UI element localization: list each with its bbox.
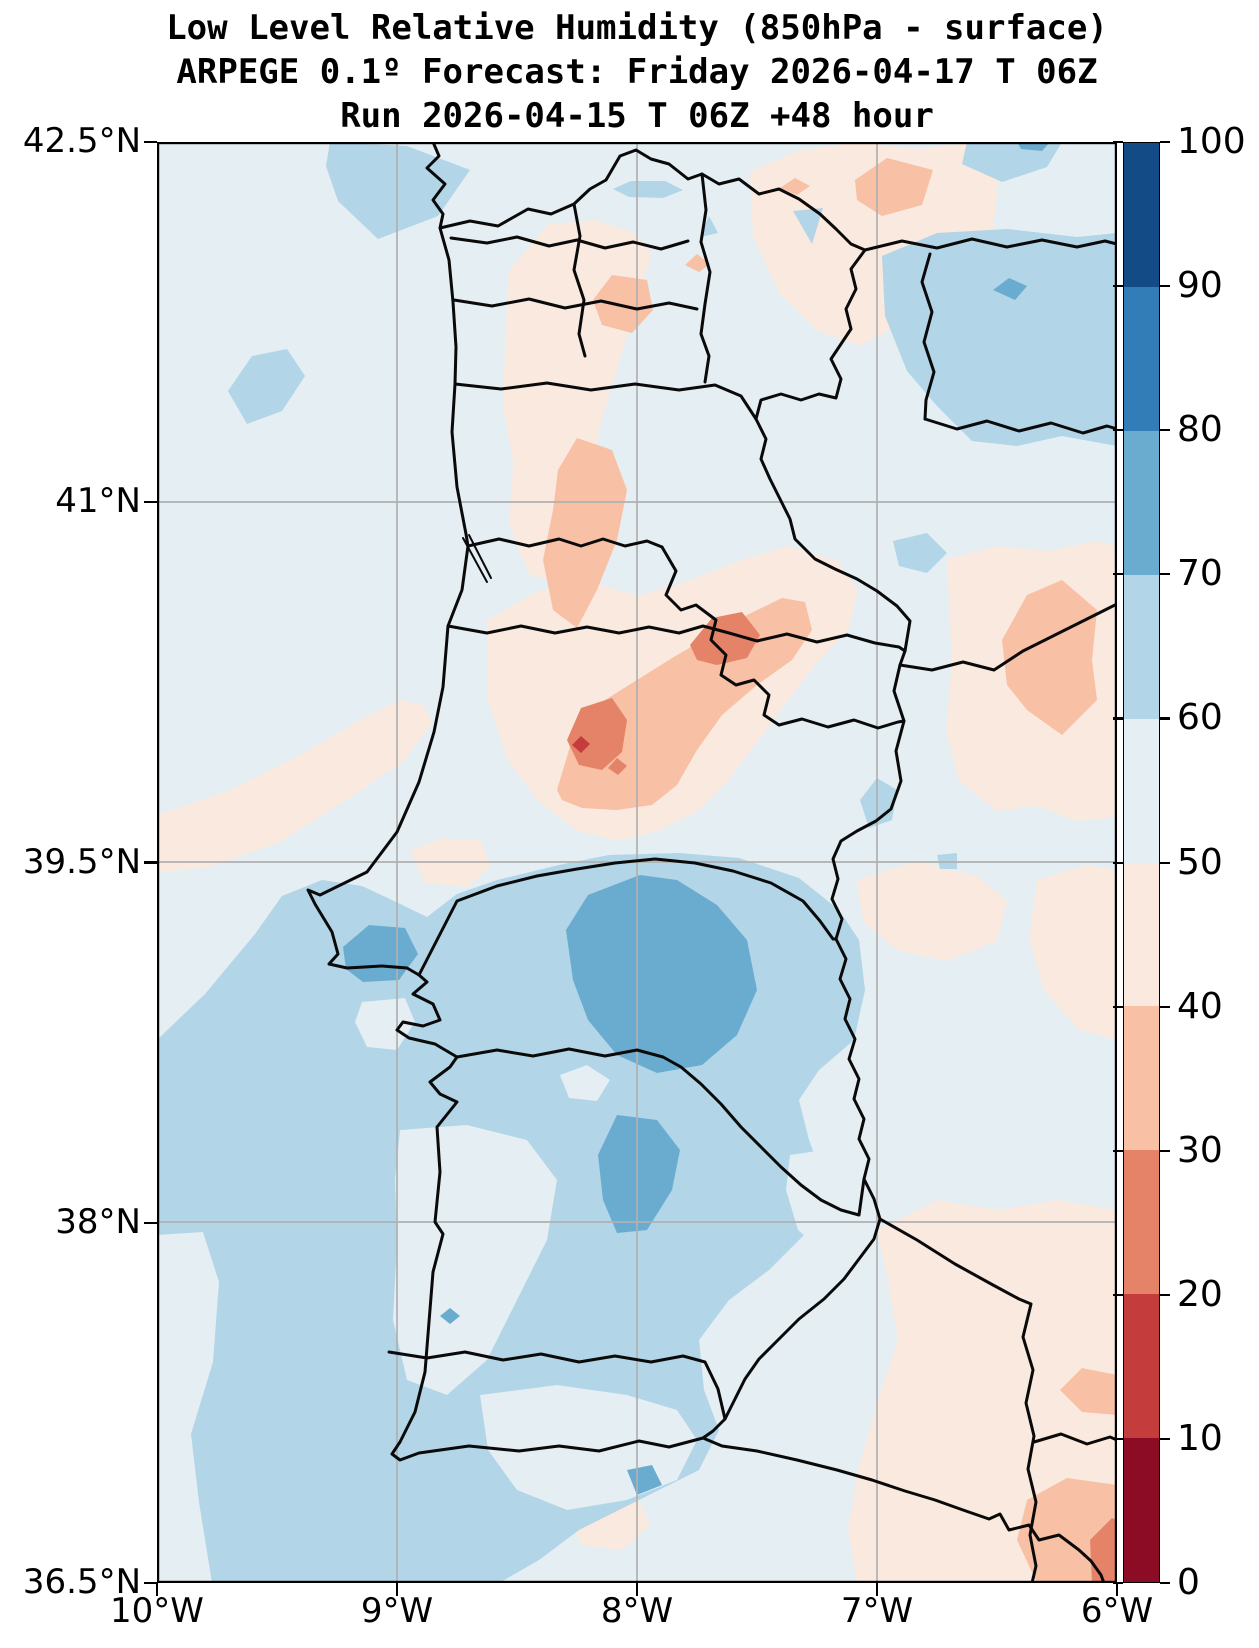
district-borders-north <box>449 172 758 549</box>
colorbar-tick <box>1113 573 1123 576</box>
colorbar-segment <box>1124 718 1159 863</box>
colorbar-tick-label: 10 <box>1177 1417 1223 1459</box>
axis-tick <box>155 1583 159 1596</box>
colorbar-tick <box>1160 285 1170 288</box>
lat-tick-label: 42.5°N <box>22 121 141 161</box>
colorbar-tick <box>1113 1293 1123 1296</box>
colorbar-segment <box>1124 862 1159 1007</box>
colorbar-tick <box>1160 1437 1170 1441</box>
colorbar-segment <box>1124 1438 1159 1583</box>
colorbar-tick-label: 40 <box>1177 985 1223 1027</box>
colorbar-tick <box>1113 1437 1123 1441</box>
colorbar-tick-label: 30 <box>1177 1129 1223 1171</box>
humidity-contour-map <box>157 142 1117 1583</box>
spain-province-borders-south <box>878 1217 1117 1583</box>
lon-tick-label: 9°W <box>360 1591 434 1631</box>
colorbar-tick-label: 60 <box>1177 697 1223 739</box>
spain-portugal-border <box>438 148 912 1440</box>
colorbar-tick <box>1113 1149 1123 1152</box>
lat-tick-label: 36.5°N <box>22 1562 141 1602</box>
title-line-1: Low Level Relative Humidity (850hPa - su… <box>166 8 1108 48</box>
colorbar-tick <box>1160 573 1170 576</box>
contour-band-60-70-north <box>228 142 1117 869</box>
colorbar-tick <box>1113 141 1123 144</box>
colorbar-segment <box>1124 1150 1159 1295</box>
title-line-2: ARPEGE 0.1º Forecast: Friday 2026-04-17 … <box>176 52 1098 92</box>
spain-province-borders-north <box>863 237 1117 672</box>
colorbar-tick <box>1160 141 1170 144</box>
colorbar-tick <box>1160 861 1170 864</box>
lon-tick-label: 6°W <box>1080 1591 1154 1631</box>
axis-tick <box>144 861 157 864</box>
title-line-3: Run 2026-04-15 T 06Z +48 hour <box>340 96 934 136</box>
colorbar-tick <box>1160 1293 1170 1296</box>
colorbar <box>1123 142 1160 1583</box>
axis-tick <box>635 1583 639 1596</box>
axis-tick <box>395 1583 399 1596</box>
lat-tick-label: 38°N <box>55 1202 141 1242</box>
lat-tick-label: 41°N <box>55 481 141 521</box>
colorbar-segment <box>1124 574 1159 719</box>
district-borders-center <box>417 545 907 977</box>
colorbar-tick <box>1113 861 1123 864</box>
colorbar-segment <box>1124 1006 1159 1151</box>
colorbar-tick <box>1160 1149 1170 1152</box>
contour-band-10-20 <box>572 736 590 753</box>
colorbar-tick <box>1160 1582 1170 1585</box>
colorbar-tick-label: 20 <box>1177 1273 1223 1315</box>
colorbar-tick-label: 100 <box>1177 121 1246 162</box>
colorbar-segment <box>1124 430 1159 575</box>
colorbar-tick <box>1113 717 1123 720</box>
colorbar-tick-label: 50 <box>1177 841 1223 883</box>
colorbar-segment <box>1124 286 1159 431</box>
colorbar-tick <box>1113 1005 1123 1008</box>
boundaries <box>306 142 1117 1583</box>
colorbar-tick-label: 0 <box>1177 1562 1200 1603</box>
colorbar-tick <box>1160 429 1170 432</box>
axis-tick <box>144 500 157 504</box>
colorbar-tick <box>1113 429 1123 432</box>
axis-tick <box>144 140 157 144</box>
colorbar-tick <box>1113 285 1123 288</box>
colorbar-tick-label: 90 <box>1177 265 1223 307</box>
axis-tick <box>144 1581 157 1585</box>
chart-title: Low Level Relative Humidity (850hPa - su… <box>157 6 1117 138</box>
colorbar-tick <box>1113 1582 1123 1585</box>
colorbar-tick-label: 70 <box>1177 553 1223 595</box>
axis-tick <box>1115 1583 1119 1596</box>
colorbar-tick <box>1160 1005 1170 1008</box>
axis-tick <box>144 1221 157 1225</box>
colorbar-segment <box>1124 1294 1159 1439</box>
lon-tick-label: 7°W <box>840 1591 914 1631</box>
colorbar-segment <box>1124 143 1159 287</box>
colorbar-tick-label: 80 <box>1177 409 1223 451</box>
axis-tick <box>875 1583 879 1596</box>
lon-tick-label: 8°W <box>600 1591 674 1631</box>
contour-band-70-80 <box>343 875 757 1495</box>
district-borders-south <box>387 1047 866 1421</box>
lat-tick-label: 39.5°N <box>22 841 141 882</box>
colorbar-tick <box>1160 717 1170 720</box>
lon-tick-label: 10°W <box>110 1591 204 1631</box>
